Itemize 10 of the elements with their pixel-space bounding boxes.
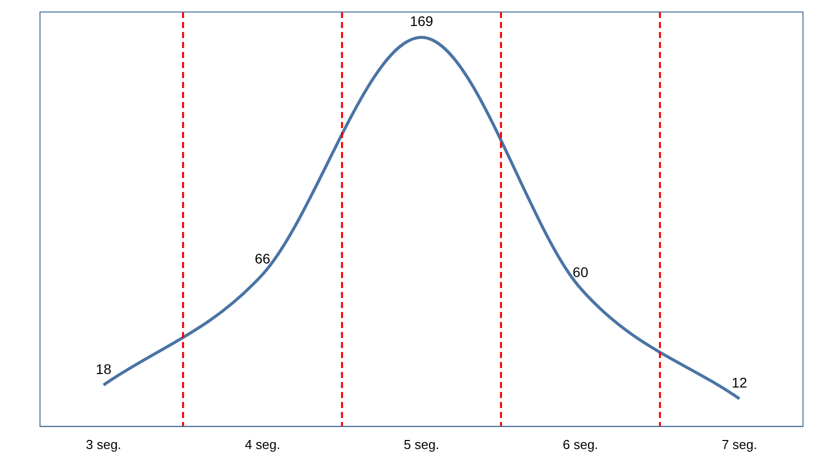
data-label: 60 [572,264,588,280]
data-label: 12 [732,374,748,391]
x-tick-label: 7 seg. [722,436,758,452]
data-label: 18 [96,360,112,377]
x-tick-label: 5 seg. [404,436,440,452]
data-label: 169 [410,13,434,30]
x-tick-label: 4 seg. [244,436,280,452]
data-label: 66 [254,250,271,266]
x-tick-label: 6 seg. [562,436,598,452]
x-tick-label: 3 seg. [86,436,122,452]
